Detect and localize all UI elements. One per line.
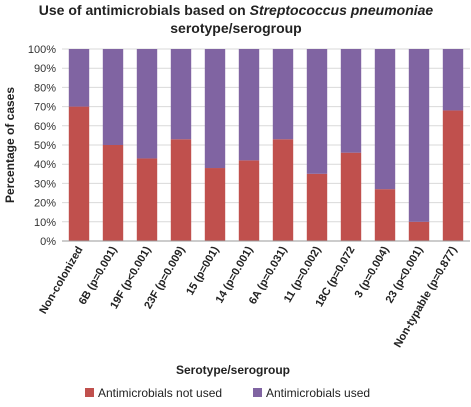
y-tick-label: 30% (34, 178, 56, 190)
y-tick-label: 80% (34, 82, 56, 94)
bar-segment-not-used (136, 158, 158, 241)
x-tick-label: 3 (p=0.004) (353, 244, 392, 300)
legend: Antimicrobials not used Antimicrobials us… (85, 386, 370, 400)
gridlines (62, 48, 470, 242)
y-tick-label: 40% (34, 159, 56, 171)
chart-title-line2: serotype/serogroup (170, 20, 301, 36)
y-tick-label: 60% (34, 121, 56, 133)
bar-segment-used (306, 49, 328, 174)
bar-segment-used (238, 49, 260, 161)
bar-segment-used (170, 49, 192, 140)
y-tick-label: 100% (28, 44, 56, 56)
bar-segment-not-used (306, 173, 328, 241)
bars-group (68, 49, 464, 241)
y-axis-label: Percentage of cases (3, 87, 17, 203)
y-tick-label: 0% (40, 236, 56, 248)
y-tick-label: 50% (34, 140, 56, 152)
bar-segment-used (68, 49, 90, 107)
legend-label: Antimicrobials used (266, 386, 370, 400)
legend-swatch (253, 388, 262, 397)
bar-segment-not-used (374, 189, 396, 241)
x-axis-label: Serotype/serogroup (176, 363, 290, 377)
bar-segment-used (136, 49, 158, 159)
bar-segment-not-used (442, 110, 464, 241)
bar-segment-used (204, 49, 226, 169)
chart-title-prefix: Use of antimicrobials based on (39, 2, 250, 18)
bar-segment-not-used (170, 139, 192, 241)
bar-segment-not-used (340, 152, 362, 241)
bar-segment-not-used (102, 145, 124, 241)
bar-segment-not-used (68, 106, 90, 241)
bar-segment-not-used (204, 168, 226, 241)
y-tick-label: 10% (34, 217, 56, 229)
y-tick-label: 70% (34, 102, 56, 114)
chart-title-line1: Use of antimicrobials based on Streptoco… (39, 2, 434, 18)
bar-segment-used (102, 49, 124, 145)
bar-segment-used (408, 49, 430, 222)
bar-segment-not-used (408, 221, 430, 241)
bar-segment-used (272, 49, 294, 140)
y-axis-ticks: 0% 10% 20% 30% 40% 50% 60% 70% 80% 90% 100% (28, 44, 56, 248)
y-tick-label: 20% (34, 198, 56, 210)
bar-segment-used (442, 49, 464, 111)
bar-segment-not-used (272, 139, 294, 241)
y-tick-label: 90% (34, 63, 56, 75)
bar-segment-used (374, 49, 396, 190)
chart-title-italic: Streptococcus pneumoniae (250, 2, 434, 18)
legend-label: Antimicrobials not used (98, 386, 222, 400)
legend-swatch (85, 388, 94, 397)
x-tick-label: Non-typable (p=0.877) (392, 244, 460, 350)
x-tick-label: 15 (p=001) (184, 244, 222, 297)
bar-segment-used (340, 49, 362, 153)
bar-segment-not-used (238, 160, 260, 241)
x-tick-label: Non-colonized (37, 245, 85, 317)
